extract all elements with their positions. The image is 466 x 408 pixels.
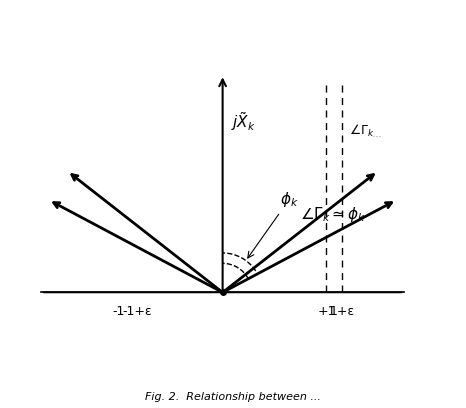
Text: $j\tilde{X}_k$: $j\tilde{X}_k$	[231, 110, 256, 133]
Text: $\phi_k$: $\phi_k$	[248, 190, 298, 258]
Text: Fig. 2.  Relationship between ...: Fig. 2. Relationship between ...	[145, 392, 321, 402]
Text: $\angle\Gamma_{k_\mathrm{...}}$: $\angle\Gamma_{k_\mathrm{...}}$	[349, 123, 382, 140]
Text: -1+ε: -1+ε	[123, 305, 152, 318]
Text: -1: -1	[113, 305, 125, 318]
Text: +1: +1	[317, 305, 336, 318]
Text: 1+ε: 1+ε	[329, 305, 355, 318]
Text: $\angle\Gamma_k \simeq \phi_k$: $\angle\Gamma_k \simeq \phi_k$	[301, 205, 367, 224]
